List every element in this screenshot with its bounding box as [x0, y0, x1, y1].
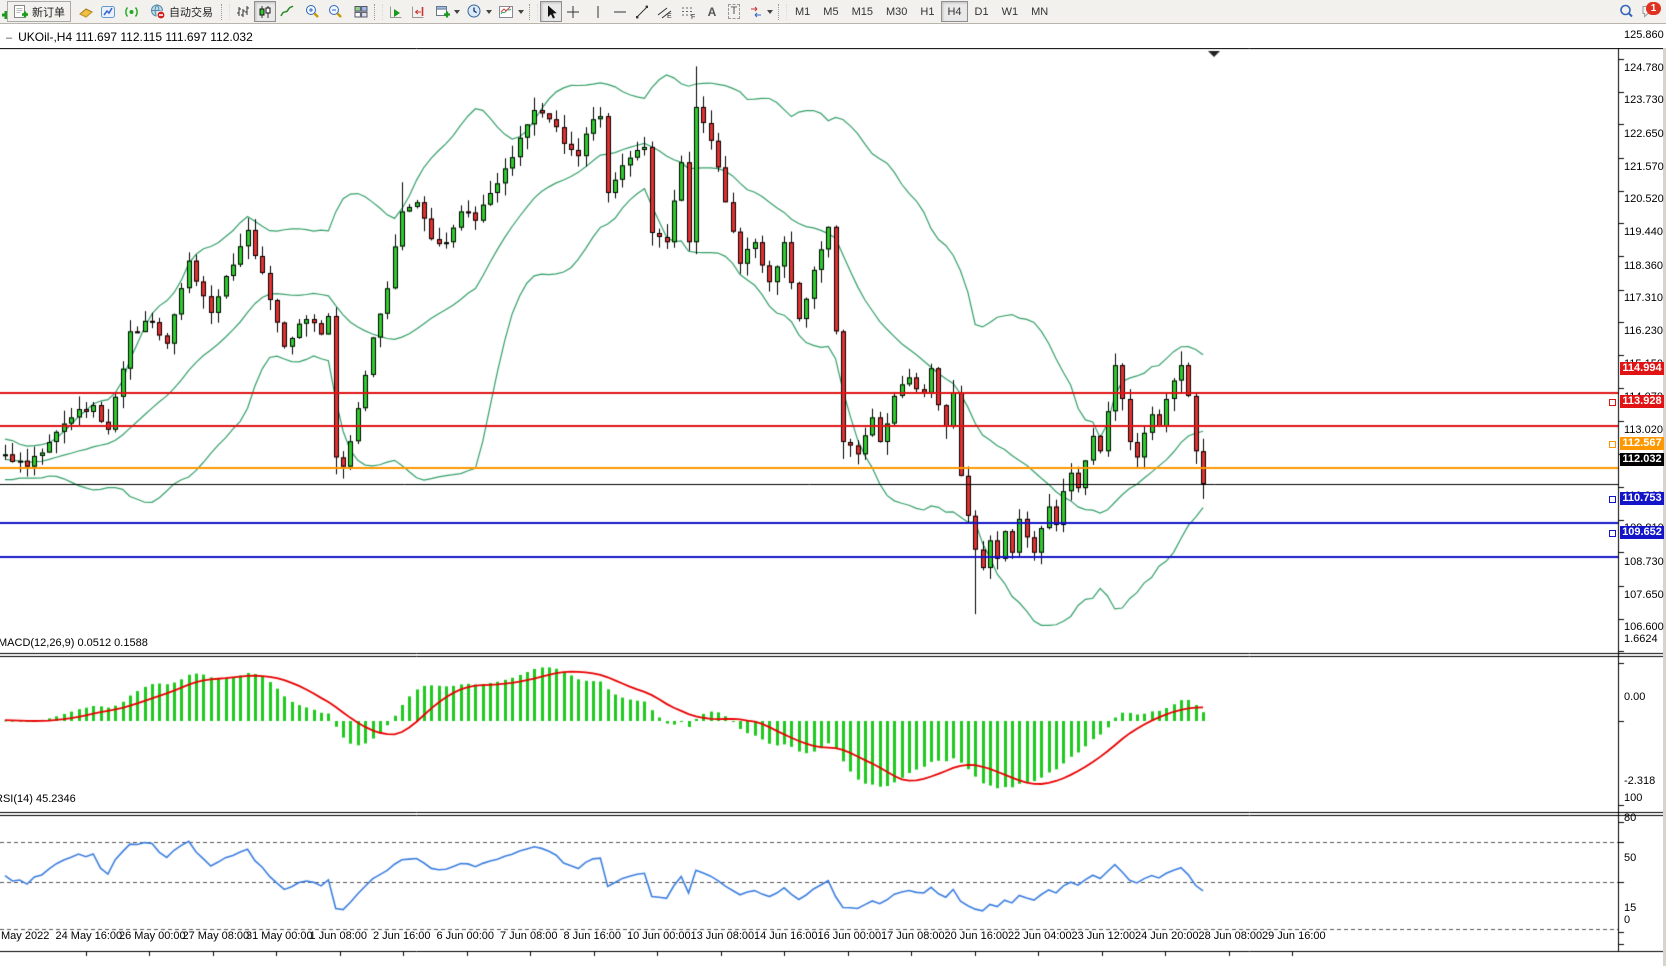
tile-windows-icon: [354, 5, 368, 17]
arrows-icon: [751, 6, 761, 17]
svg-text:F: F: [691, 14, 695, 20]
cut-icon: [0, 3, 7, 21]
timeframe-button-m30[interactable]: M30: [880, 1, 913, 22]
cursor-icon: [547, 5, 557, 18]
chart-shift-button[interactable]: [407, 1, 429, 22]
trendline-button[interactable]: [631, 1, 653, 22]
dropdown-caret: [767, 9, 773, 14]
clock-icon: [467, 4, 481, 18]
line-chart-button[interactable]: [276, 1, 298, 22]
chart-shift-icon: [412, 6, 424, 18]
dropdown-caret: [486, 9, 492, 14]
new-order-icon: [14, 4, 28, 18]
fibonacci-button[interactable]: F: [677, 1, 701, 22]
timeframe-button-d1[interactable]: D1: [969, 1, 995, 22]
timeframe-button-h4[interactable]: H4: [941, 1, 968, 22]
bar-chart-icon: [237, 5, 249, 17]
crosshair-icon: [567, 5, 579, 18]
zoom-out-button[interactable]: [324, 1, 347, 22]
text-label-button[interactable]: T: [723, 1, 745, 22]
templates-icon: [499, 5, 513, 18]
crosshair-button[interactable]: [562, 1, 584, 22]
periods-button[interactable]: [463, 1, 495, 22]
timeframe-button-m1[interactable]: M1: [789, 1, 816, 22]
vertical-line-button[interactable]: [587, 1, 609, 22]
new-order-label: 新订单: [32, 6, 65, 19]
bar-chart-button[interactable]: [232, 1, 254, 22]
new-order-button[interactable]: 新订单: [7, 1, 71, 22]
timeframe-button-m5[interactable]: M5: [817, 1, 844, 22]
text-icon: A: [707, 4, 717, 19]
vertical-line-icon: [597, 5, 599, 18]
timeframe-button-w1[interactable]: W1: [996, 1, 1025, 22]
market-button[interactable]: [74, 1, 97, 22]
toolbar-grip: [221, 3, 230, 20]
signal-button[interactable]: [120, 1, 143, 22]
search-icon: [1620, 4, 1633, 18]
timeframe-group: M1 M5 M15 M30 H1 H4 D1 W1 MN: [789, 1, 1054, 22]
chart-area[interactable]: [0, 24, 1666, 966]
toolbar-grip: [374, 3, 383, 20]
auto-trading-icon: [151, 4, 166, 20]
dropdown-caret: [454, 9, 460, 14]
toolbar: 新订单 自动交易: [0, 0, 1666, 24]
trendline-icon: [636, 5, 648, 18]
tile-windows-button[interactable]: [350, 1, 372, 22]
fibonacci-icon: F: [682, 7, 695, 20]
timeframe-button-mn[interactable]: MN: [1025, 1, 1054, 22]
notifications-button[interactable]: 1: [1638, 0, 1662, 21]
arrows-button[interactable]: [745, 1, 776, 22]
signal-icon: [125, 6, 138, 17]
new-chart-icon: [436, 5, 450, 17]
timeframe-button-h1[interactable]: H1: [914, 1, 940, 22]
charts-button[interactable]: [97, 1, 120, 22]
line-chart-icon: [280, 4, 294, 16]
dropdown-caret: [518, 9, 524, 14]
chart-canvas[interactable]: [0, 48, 1666, 966]
text-button[interactable]: A: [701, 1, 723, 22]
edge-fragment-icon: [2, 10, 7, 19]
notification-badge: 1: [1646, 1, 1661, 15]
toolbar-grip: [529, 3, 538, 20]
zoom-in-icon: [306, 5, 319, 18]
equidistant-channel-button[interactable]: E: [653, 1, 677, 22]
horizontal-line-button[interactable]: [609, 1, 631, 22]
candlestick-chart-button[interactable]: [254, 1, 276, 22]
search-button[interactable]: [1615, 1, 1638, 22]
templates-button[interactable]: [495, 1, 527, 22]
auto-scroll-icon: [390, 6, 402, 18]
timeframe-button-m15[interactable]: M15: [846, 1, 879, 22]
toolbar-grip: [778, 3, 787, 20]
horizontal-line-icon: [614, 11, 626, 12]
equidistant-channel-icon: E: [657, 7, 672, 20]
svg-text:E: E: [667, 13, 672, 20]
charts-icon: [101, 5, 115, 18]
auto-trading-button[interactable]: 自动交易: [143, 1, 219, 22]
new-chart-button[interactable]: [432, 1, 463, 22]
auto-trading-label: 自动交易: [169, 6, 213, 19]
window-edge: [1663, 48, 1666, 966]
zoom-in-button[interactable]: [301, 1, 324, 22]
candlestick-chart-icon: [259, 5, 271, 18]
auto-scroll-button[interactable]: [385, 1, 407, 22]
zoom-out-icon: [329, 5, 342, 18]
market-icon: [79, 7, 93, 18]
text-label-icon: T: [727, 4, 741, 19]
cursor-button[interactable]: [540, 1, 562, 22]
